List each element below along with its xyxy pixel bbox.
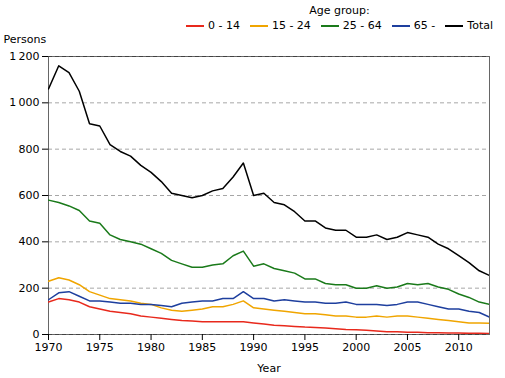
svg-text:2005: 2005 — [393, 341, 421, 354]
html-text:15 - 24: 15 - 24 — [271, 19, 311, 32]
svg-text:200: 200 — [19, 282, 40, 295]
html-text:65 -: 65 - — [413, 19, 436, 32]
html-text:25 - 64: 25 - 64 — [342, 19, 382, 32]
svg-text:1970: 1970 — [35, 341, 63, 354]
svg-text:400: 400 — [19, 235, 40, 248]
svg-text:1 000: 1 000 — [9, 96, 39, 109]
svg-text:1 200: 1 200 — [9, 50, 39, 63]
svg-text:800: 800 — [19, 143, 40, 156]
html-text:0 - 14: 0 - 14 — [207, 19, 240, 32]
svg-text:Persons: Persons — [4, 33, 47, 46]
svg-text:1980: 1980 — [137, 341, 165, 354]
svg-text:1975: 1975 — [86, 341, 114, 354]
svg-text:1990: 1990 — [240, 341, 268, 354]
svg-text:2010: 2010 — [445, 341, 473, 354]
svg-text:1985: 1985 — [188, 341, 216, 354]
html-text:Age group:: Age group: — [309, 4, 370, 17]
svg-text:1995: 1995 — [291, 341, 319, 354]
svg-text:600: 600 — [19, 189, 40, 202]
svg-text:2000: 2000 — [342, 341, 370, 354]
svg-text:0: 0 — [33, 328, 40, 341]
svg-text:Year: Year — [256, 362, 281, 375]
html-text:Total: Total — [467, 19, 493, 32]
